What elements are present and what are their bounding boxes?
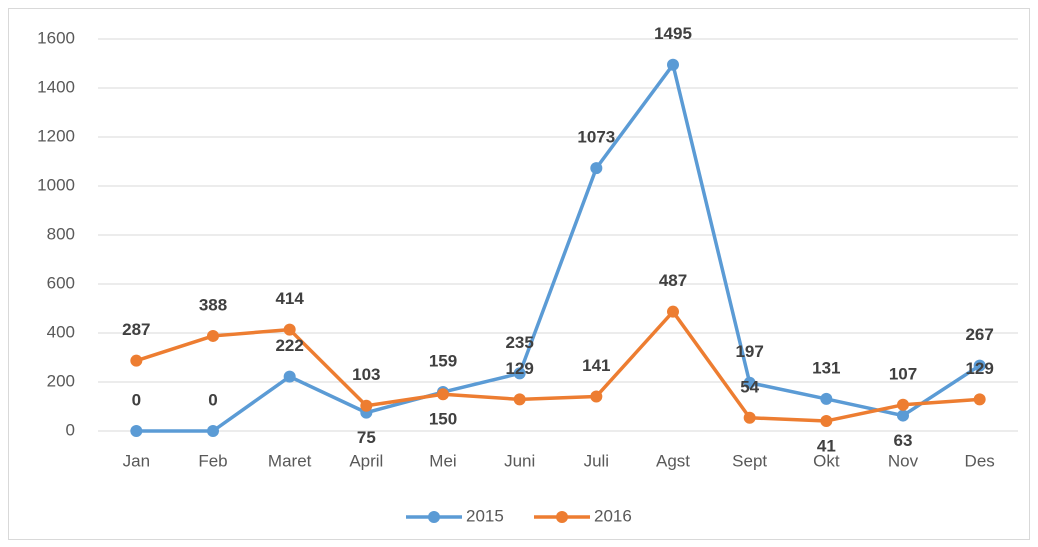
- y-tick-label: 200: [47, 371, 75, 390]
- y-tick-label: 400: [47, 322, 75, 341]
- y-tick-label: 1200: [37, 126, 75, 145]
- series-line: [136, 62, 981, 433]
- marker: [283, 370, 296, 383]
- legend-label: 2015: [466, 506, 504, 525]
- series-line: [135, 309, 980, 423]
- data-label: 235: [505, 333, 533, 352]
- data-label: 159: [429, 352, 457, 371]
- marker: [973, 393, 986, 406]
- marker: [130, 425, 143, 437]
- data-label: 107: [889, 364, 917, 383]
- x-tick-label: Maret: [268, 451, 312, 470]
- y-tick-label: 800: [47, 224, 75, 243]
- marker: [667, 58, 679, 71]
- x-tick-label: Juni: [504, 451, 535, 470]
- marker: [513, 367, 526, 380]
- x-tick-label: Okt: [813, 451, 840, 470]
- y-tick-label: 1400: [37, 77, 75, 96]
- marker: [513, 393, 526, 406]
- legend-label: 2016: [594, 506, 632, 525]
- marker: [820, 414, 833, 427]
- data-label: 267: [965, 325, 993, 344]
- data-label: 141: [582, 356, 610, 375]
- x-tick-label: Juli: [584, 451, 610, 470]
- data-label: 487: [659, 271, 687, 290]
- data-label: 1495: [654, 24, 692, 43]
- marker: [590, 162, 603, 175]
- data-label: 414: [275, 289, 304, 308]
- y-tick-label: 600: [47, 273, 75, 292]
- marker: [667, 305, 679, 318]
- data-label: 131: [812, 358, 840, 377]
- data-label: 129: [965, 359, 993, 378]
- marker: [130, 354, 143, 367]
- marker: [360, 399, 373, 412]
- x-tick-label: Sept: [732, 451, 767, 470]
- marker: [743, 411, 756, 424]
- data-label: 1073: [577, 128, 615, 147]
- data-label: 63: [894, 431, 913, 450]
- y-tick-label: 1600: [37, 28, 75, 47]
- legend-marker: [556, 511, 568, 523]
- marker: [897, 398, 909, 411]
- legend-marker: [428, 511, 440, 523]
- data-label: 388: [199, 295, 227, 314]
- marker: [207, 329, 219, 342]
- marker: [743, 376, 756, 389]
- data-label: 0: [132, 390, 141, 409]
- marker: [973, 359, 986, 372]
- chart-border: [8, 8, 1030, 540]
- x-tick-label: April: [349, 451, 383, 470]
- x-tick-label: Mei: [429, 451, 456, 470]
- marker: [897, 409, 909, 422]
- marker: [820, 392, 833, 405]
- x-tick-label: Agst: [656, 451, 690, 470]
- data-label: 103: [352, 365, 380, 384]
- marker: [207, 425, 219, 437]
- data-label: 197: [735, 342, 763, 361]
- data-label: 54: [740, 377, 759, 396]
- marker: [590, 390, 603, 403]
- x-tick-label: Feb: [198, 451, 227, 470]
- data-label: 0: [208, 390, 217, 409]
- x-tick-label: Jan: [123, 451, 150, 470]
- x-tick-label: Nov: [888, 451, 919, 470]
- data-label: 41: [817, 436, 836, 455]
- data-label: 75: [357, 428, 376, 447]
- y-tick-label: 0: [66, 420, 75, 439]
- x-tick-label: Des: [965, 451, 995, 470]
- data-label: 222: [275, 336, 303, 355]
- data-label: 129: [505, 359, 533, 378]
- y-tick-label: 1000: [37, 175, 75, 194]
- marker: [283, 323, 296, 336]
- marker: [437, 388, 449, 401]
- data-label: 287: [122, 320, 150, 339]
- data-label: 150: [429, 410, 457, 429]
